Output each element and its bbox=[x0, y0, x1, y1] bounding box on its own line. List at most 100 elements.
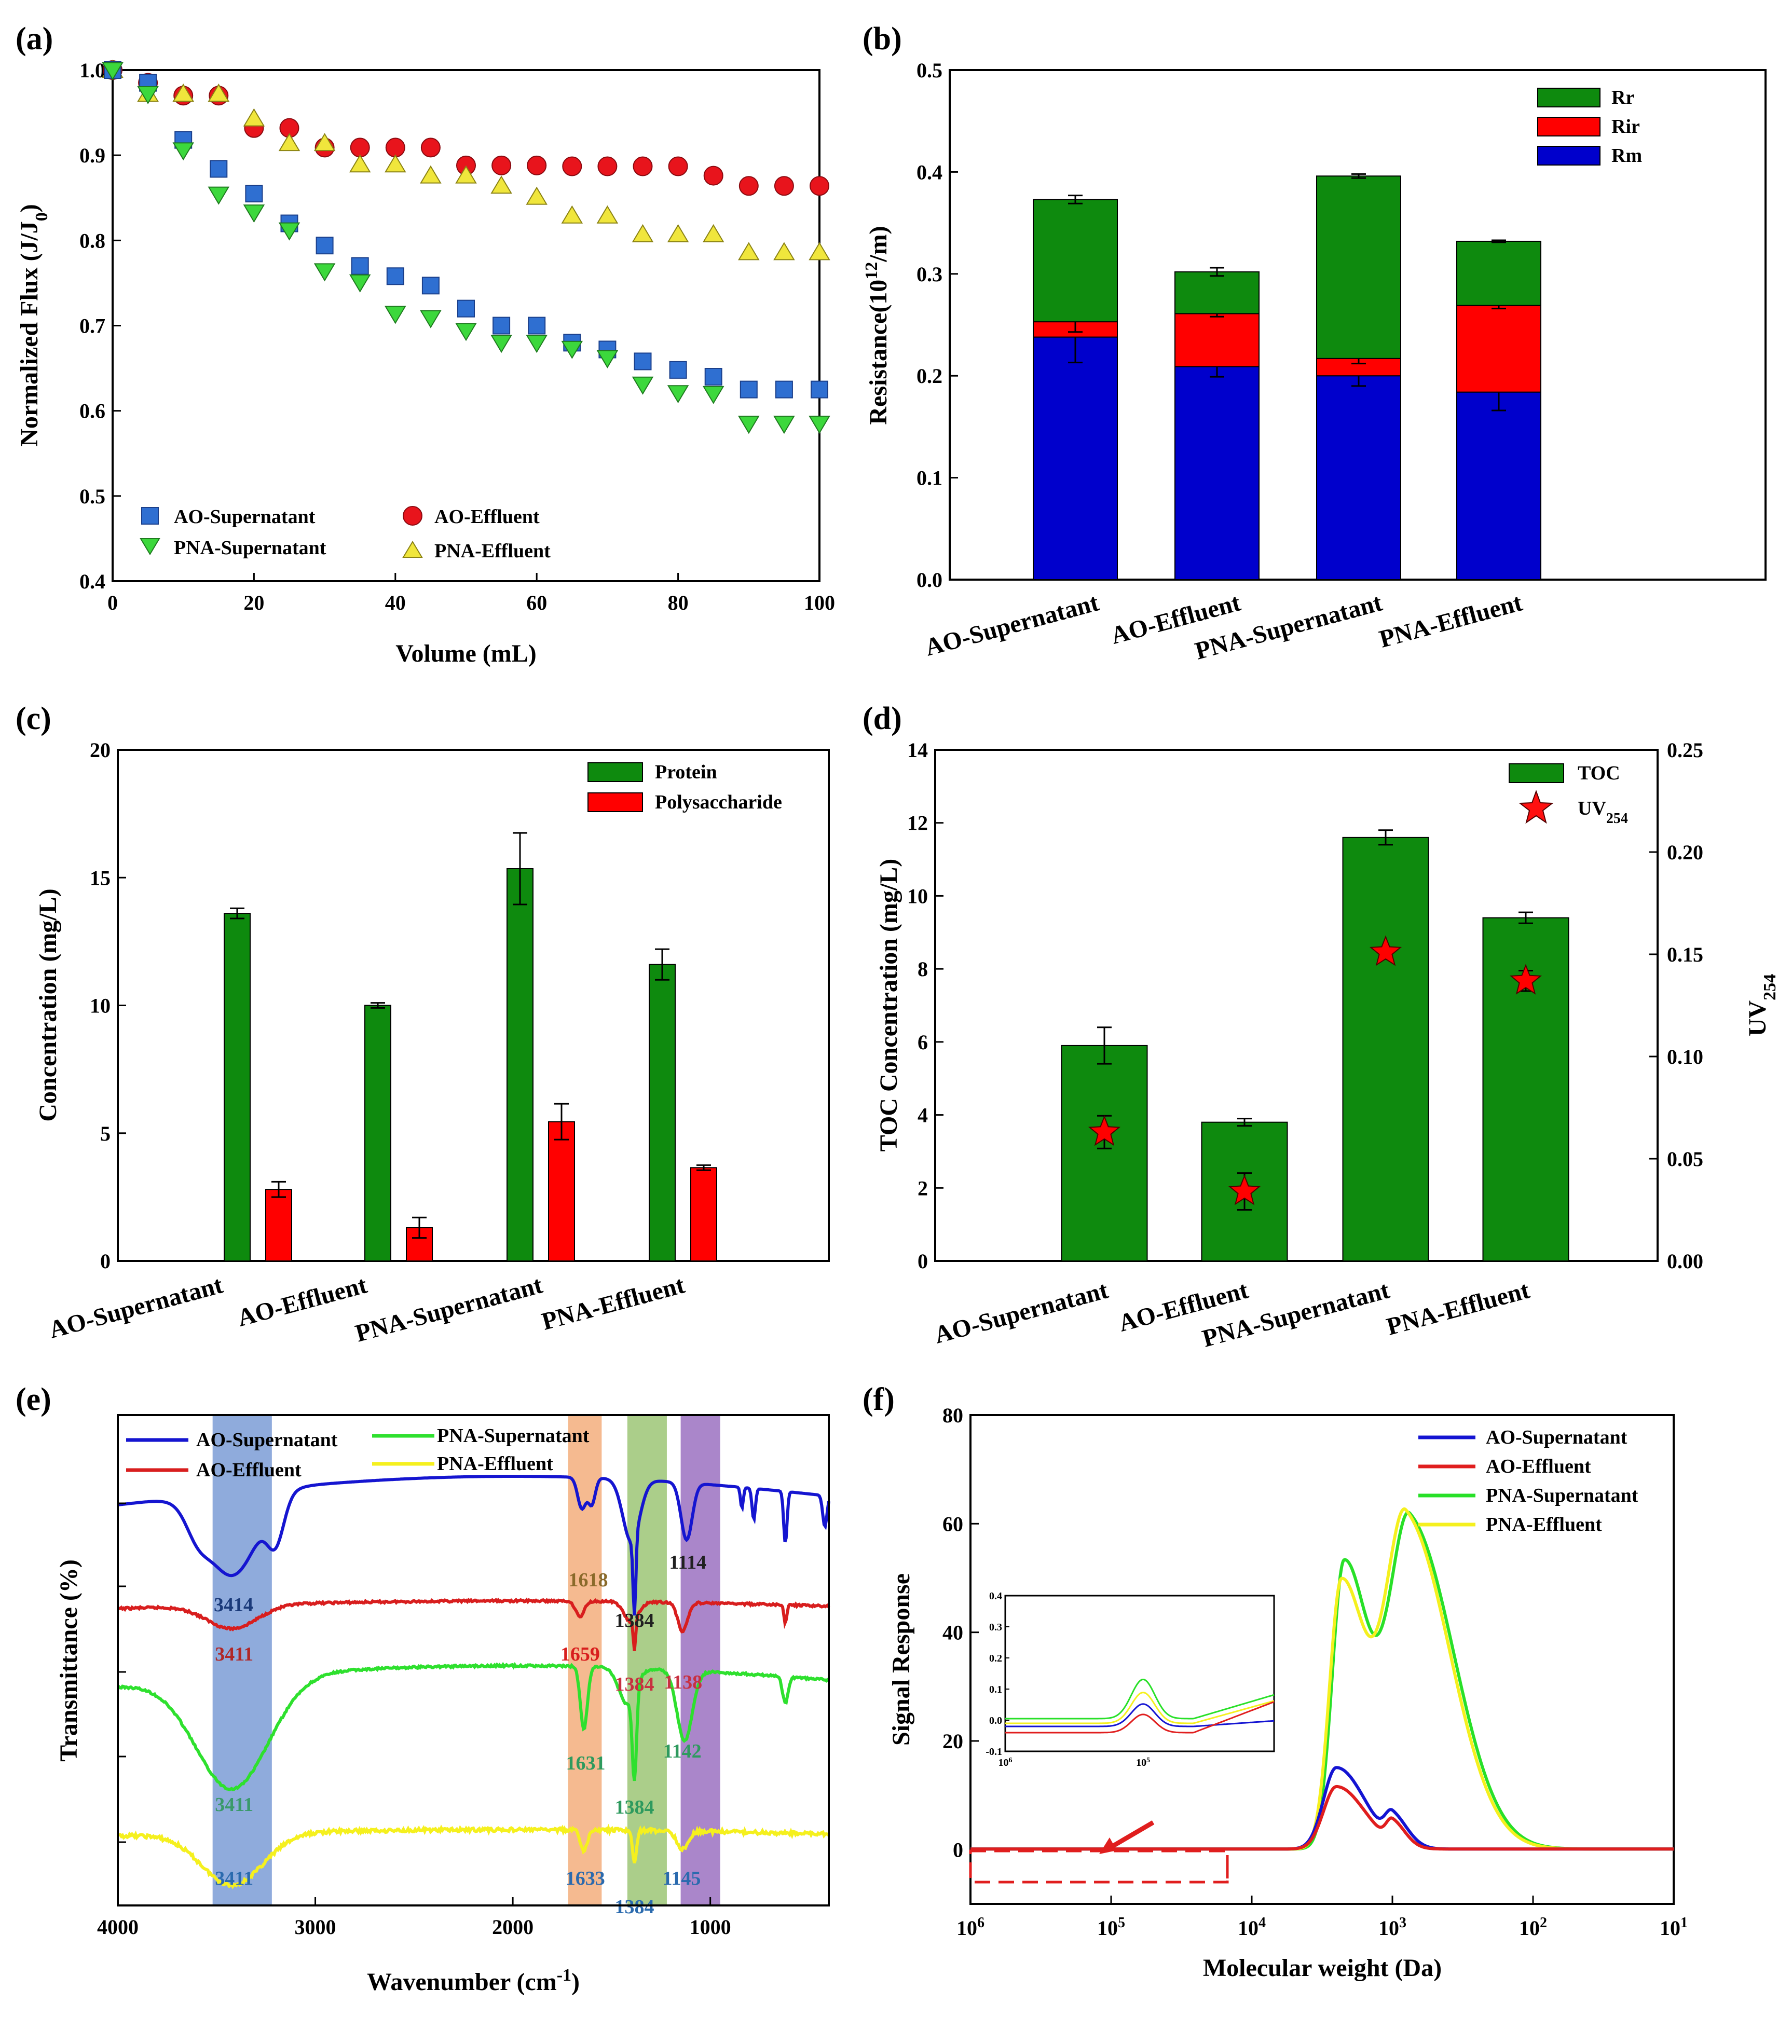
x-tick-label: 2000 bbox=[492, 1915, 534, 1939]
panel-e-ylabel: Transmittance (%) bbox=[55, 1559, 83, 1762]
legend-label-rir: Rir bbox=[1611, 116, 1640, 138]
legend-label-pna-effluent: PNA-Effluent bbox=[434, 540, 551, 562]
y-tick-label: 15 bbox=[90, 866, 111, 889]
point-pna-effluent bbox=[278, 133, 300, 152]
legend-label-ao-supernatant: AO-Supernatant bbox=[196, 1429, 338, 1451]
panel-d: (d) 024681012140.000.050.100.150.200.25 … bbox=[863, 701, 1780, 1353]
legend-label-ao-supernatant: AO-Supernatant bbox=[174, 506, 316, 528]
x-tick-label: 102 bbox=[1519, 1915, 1547, 1940]
y-tick-label: 0.1 bbox=[916, 467, 942, 490]
legend-label-ao-effluent: AO-Effluent bbox=[196, 1459, 302, 1481]
bar-rr-ao-supernatant bbox=[1033, 199, 1118, 323]
point-pna-effluent bbox=[561, 205, 583, 224]
legend-label-pna-supernatant: PNA-Supernatant bbox=[1486, 1485, 1638, 1506]
point-pna-effluent bbox=[455, 165, 477, 184]
y-tick-label: 0.0 bbox=[916, 568, 942, 592]
inset-y-tick-label: 0.4 bbox=[989, 1590, 1002, 1602]
y-tick-label: 2 bbox=[918, 1176, 928, 1200]
spectrum-ao-effluent bbox=[117, 1597, 830, 1651]
panel-b-label: (b) bbox=[863, 21, 902, 57]
y-tick-label: 0.9 bbox=[79, 144, 105, 167]
panel-d-ylabel: TOC Concentration (mg/L) bbox=[875, 859, 902, 1151]
point-pna-supernatant bbox=[561, 340, 583, 359]
panel-f-legend: AO-Supernatant AO-Effluent PNA-Supernata… bbox=[1418, 1426, 1638, 1535]
marker-uv254-pna-effluent bbox=[1509, 964, 1542, 995]
highlight-band-3 bbox=[627, 1415, 667, 1905]
category-label-ao-supernatant: AO-Supernatant bbox=[46, 1271, 226, 1343]
y-tick-label-right: 0.25 bbox=[1667, 738, 1703, 762]
peak-label-ao-effluent-1659: 1659 bbox=[560, 1643, 600, 1665]
point-pna-supernatant bbox=[526, 335, 548, 353]
panel-d-categories: AO-Supernatant AO-EffluentPNA-Supernatant… bbox=[932, 1276, 1533, 1352]
point-pna-effluent bbox=[773, 242, 795, 260]
y-tick-label: 20 bbox=[90, 738, 111, 762]
bar-rm-ao-effluent bbox=[1174, 366, 1260, 580]
point-pna-supernatant bbox=[702, 386, 724, 404]
y-tick-label-right: 0.00 bbox=[1667, 1250, 1703, 1273]
inset-x-tick-label: 105 bbox=[1136, 1757, 1150, 1769]
panel-f-xlabel: Molecular weight (Da) bbox=[1203, 1954, 1442, 1982]
point-ao-supernatant bbox=[634, 352, 652, 371]
panel-e: (e) 3414 1618 1384 1114 3411 1659 1384 1138 3411… bbox=[16, 1382, 830, 1996]
peak-label-pna-supernatant-3411: 3411 bbox=[215, 1794, 253, 1816]
panel-c-categories: AO-Supernatant AO-EffluentPNA-Supernatant… bbox=[46, 1271, 688, 1347]
panel-e-label: (e) bbox=[16, 1382, 51, 1417]
peak-label-ao-supernatant-1384: 1384 bbox=[615, 1610, 654, 1631]
y-tick-label: 0.2 bbox=[916, 364, 942, 388]
y-tick-label: 0.8 bbox=[79, 229, 105, 252]
bar-rm-pna-supernatant bbox=[1316, 375, 1401, 580]
x-tick-label: 103 bbox=[1378, 1915, 1406, 1940]
legend-label-uv254: UV254 bbox=[1578, 798, 1628, 827]
bar-rir-pna-effluent bbox=[1456, 305, 1541, 393]
bar-rm-ao-supernatant bbox=[1033, 336, 1118, 580]
point-ao-supernatant bbox=[528, 317, 546, 335]
inset-curve-ao-effluent bbox=[1005, 1701, 1275, 1734]
peak-label-ao-effluent-3411: 3411 bbox=[215, 1643, 253, 1665]
panel-f-label: (f) bbox=[863, 1382, 895, 1417]
x-tick-label: 100 bbox=[804, 591, 835, 614]
panel-a-label: (a) bbox=[16, 21, 53, 57]
y-tick-label: 80 bbox=[942, 1404, 963, 1427]
bar-protein-pna-effluent bbox=[649, 964, 676, 1261]
y-tick-label-right: 0.20 bbox=[1667, 841, 1703, 864]
panel-d-bars bbox=[1061, 829, 1569, 1262]
panel-a-points bbox=[102, 60, 830, 434]
bar-toc-pna-supernatant bbox=[1342, 836, 1429, 1262]
point-ao-supernatant bbox=[386, 267, 404, 285]
point-pna-supernatant bbox=[208, 186, 230, 205]
bar-toc-ao-effluent bbox=[1201, 1121, 1288, 1261]
panel-e-peak-labels: 3414 1618 1384 1114 3411 1659 1384 1138 3411 1631… bbox=[214, 1552, 706, 1918]
panel-f-curves bbox=[970, 1507, 1674, 1851]
panel-c-label: (c) bbox=[16, 701, 51, 736]
legend-swatch-rir bbox=[1537, 117, 1601, 136]
bar-polysaccharide-pna-supernatant bbox=[548, 1121, 575, 1261]
legend-swatch-rr bbox=[1537, 88, 1601, 107]
point-ao-supernatant bbox=[669, 361, 687, 379]
point-pna-supernatant bbox=[738, 416, 760, 434]
spectrum-pna-effluent bbox=[117, 1823, 830, 1889]
bar-protein-ao-effluent bbox=[364, 1005, 391, 1261]
point-pna-effluent bbox=[526, 186, 548, 205]
y-tick-label: 0.5 bbox=[79, 485, 105, 508]
legend-label-polysaccharide: Polysaccharide bbox=[655, 791, 782, 813]
x-tick-label: 80 bbox=[668, 591, 689, 614]
point-ao-effluent bbox=[597, 156, 618, 176]
point-pna-supernatant bbox=[137, 86, 159, 104]
panel-f-ylabel: Signal Response bbox=[887, 1573, 915, 1746]
panel-a-legend: AO-Supernatant AO-Effluent PNA-Supernata… bbox=[140, 506, 551, 562]
point-ao-supernatant bbox=[351, 257, 369, 275]
point-pna-effluent bbox=[349, 154, 371, 173]
panel-e-bands bbox=[212, 1415, 720, 1905]
point-pna-effluent bbox=[208, 84, 230, 102]
point-ao-effluent bbox=[810, 176, 829, 196]
inset-curve-pna-effluent bbox=[1005, 1692, 1275, 1724]
legend-label-toc: TOC bbox=[1578, 762, 1620, 784]
panel-a: (a) 0 20 40 60 80 100 0.4 0.5 0.6 0.7 0.8 0.9 1.0 Vo… bbox=[16, 21, 835, 667]
peak-label-ao-effluent-1384: 1384 bbox=[615, 1673, 654, 1695]
category-label-pna-supernatant: PNA-Supernatant bbox=[352, 1271, 545, 1347]
legend-swatch-rm bbox=[1537, 146, 1601, 166]
legend-marker-pna-effluent bbox=[402, 541, 423, 558]
legend-label-protein: Protein bbox=[655, 761, 717, 783]
inset-curve-pna-supernatant bbox=[1005, 1678, 1275, 1720]
